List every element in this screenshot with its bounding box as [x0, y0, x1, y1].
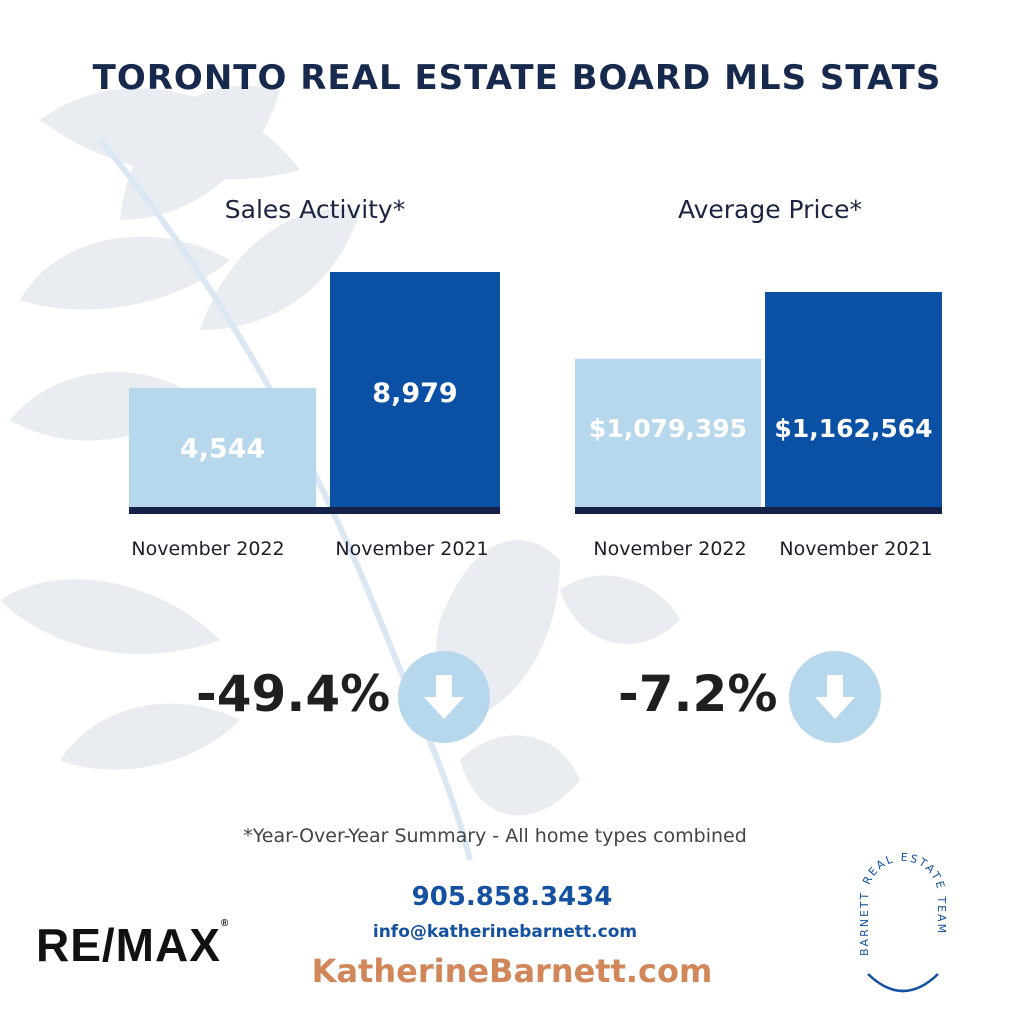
svg-text:BARNETT REAL ESTATE TEAM: BARNETT REAL ESTATE TEAM [858, 851, 948, 956]
sales-change-percent: -49.4% [196, 665, 391, 723]
sales-value-label-2022: 4,544 [180, 434, 265, 465]
sales-value-label-2021: 8,979 [372, 378, 457, 409]
sales-bar-2021 [330, 272, 500, 507]
barnett-team-logo: BARNETT REAL ESTATE TEAM [858, 851, 948, 993]
page-title: TORONTO REAL ESTATE BOARD MLS STATS [92, 58, 942, 98]
price-category-label-2021: November 2021 [779, 538, 933, 560]
sales-category-label-2021: November 2021 [335, 538, 489, 560]
arrow-down-icon [398, 651, 490, 743]
price-change-percent: -7.2% [618, 665, 778, 723]
sales-baseline [129, 507, 500, 514]
price-value-label-2021: $1,162,564 [774, 414, 932, 443]
sales-bar-2022 [129, 388, 316, 507]
remax-logo-text: RE/MAX [36, 919, 221, 971]
team-logo-text: BARNETT REAL ESTATE TEAM [858, 851, 946, 956]
price-category-label-2022: November 2022 [593, 538, 747, 560]
email-address[interactable]: info@katherinebarnett.com [372, 922, 638, 942]
arrow-down-icon [789, 651, 881, 743]
registered-mark: ® [220, 918, 230, 929]
chart-title-sales: Sales Activity* [224, 195, 406, 224]
phone-number[interactable]: 905.858.3434 [411, 882, 613, 912]
footnote: *Year-Over-Year Summary - All home types… [243, 825, 747, 847]
remax-logo: RE/MAX® [36, 918, 229, 972]
price-value-label-2022: $1,079,395 [589, 414, 747, 443]
price-bar-2022 [575, 358, 761, 507]
price-bar-2021 [765, 292, 942, 507]
sales-category-label-2022: November 2022 [131, 538, 285, 560]
chart-title-price: Average Price* [677, 195, 863, 224]
website-link[interactable]: KatherineBarnett.com [311, 952, 713, 990]
price-baseline [575, 507, 942, 514]
